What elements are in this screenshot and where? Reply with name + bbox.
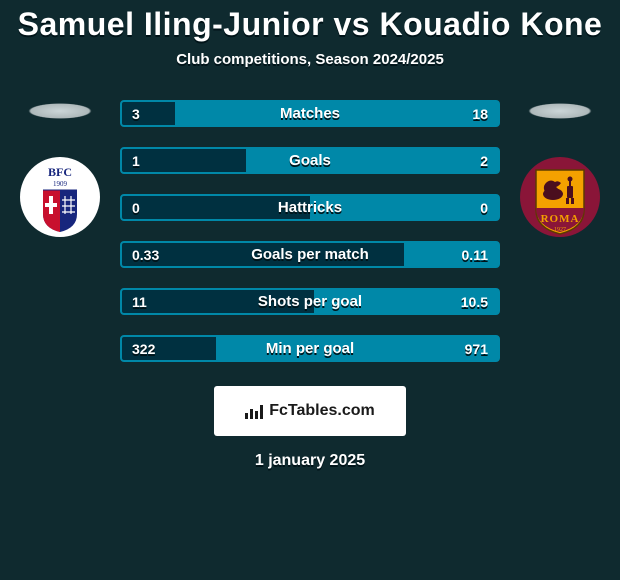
stat-row: 11Shots per goal10.5 bbox=[120, 288, 500, 315]
fctables-logo: FcTables.com bbox=[214, 386, 406, 436]
stat-value-left: 0 bbox=[132, 200, 140, 216]
svg-text:1909: 1909 bbox=[53, 180, 68, 188]
comparison-content: BFC 1909 ROMA 1927 bbox=[0, 100, 620, 362]
player-silhouette-right bbox=[515, 100, 605, 122]
stat-value-right: 0.11 bbox=[462, 247, 488, 263]
left-team-crest: BFC 1909 bbox=[19, 156, 101, 238]
svg-text:ROMA: ROMA bbox=[541, 213, 580, 225]
subtitle: Club competitions, Season 2024/2025 bbox=[0, 51, 620, 68]
stat-fill bbox=[122, 102, 175, 125]
stat-value-left: 1 bbox=[132, 153, 140, 169]
stat-value-left: 11 bbox=[132, 294, 147, 310]
stat-row: 0.33Goals per match0.11 bbox=[120, 241, 500, 268]
player-silhouette-left bbox=[15, 100, 105, 122]
stat-value-left: 3 bbox=[132, 106, 140, 122]
stat-value-right: 2 bbox=[480, 153, 488, 169]
page-title: Samuel Iling-Junior vs Kouadio Kone bbox=[0, 0, 620, 43]
chart-icon bbox=[245, 403, 265, 419]
svg-text:BFC: BFC bbox=[48, 165, 72, 179]
stat-value-right: 0 bbox=[480, 200, 488, 216]
right-team-crest: ROMA 1927 bbox=[519, 156, 601, 238]
stat-fill bbox=[122, 149, 246, 172]
stat-value-left: 0.33 bbox=[132, 247, 159, 263]
stat-label: Matches bbox=[122, 105, 498, 122]
stat-row: 3Matches18 bbox=[120, 100, 500, 127]
stat-value-right: 971 bbox=[465, 341, 488, 357]
stat-value-right: 10.5 bbox=[461, 294, 488, 310]
left-column: BFC 1909 bbox=[0, 100, 120, 238]
stat-fill bbox=[122, 243, 404, 266]
stat-fill bbox=[122, 196, 310, 219]
logo-text: FcTables.com bbox=[269, 402, 375, 420]
stat-row: 322Min per goal971 bbox=[120, 335, 500, 362]
stat-value-left: 322 bbox=[132, 341, 155, 357]
stat-fill bbox=[122, 290, 314, 313]
stats-list: 3Matches18 1Goals2 0Hattricks0 0.33Goals pe… bbox=[120, 100, 500, 362]
roma-crest-icon: ROMA 1927 bbox=[519, 156, 601, 238]
stat-value-right: 18 bbox=[472, 106, 488, 122]
date-label: 1 january 2025 bbox=[0, 452, 620, 470]
svg-text:1927: 1927 bbox=[554, 227, 566, 233]
bologna-crest-icon: BFC 1909 bbox=[19, 156, 101, 238]
right-column: ROMA 1927 bbox=[500, 100, 620, 238]
stat-row: 1Goals2 bbox=[120, 147, 500, 174]
stat-row: 0Hattricks0 bbox=[120, 194, 500, 221]
